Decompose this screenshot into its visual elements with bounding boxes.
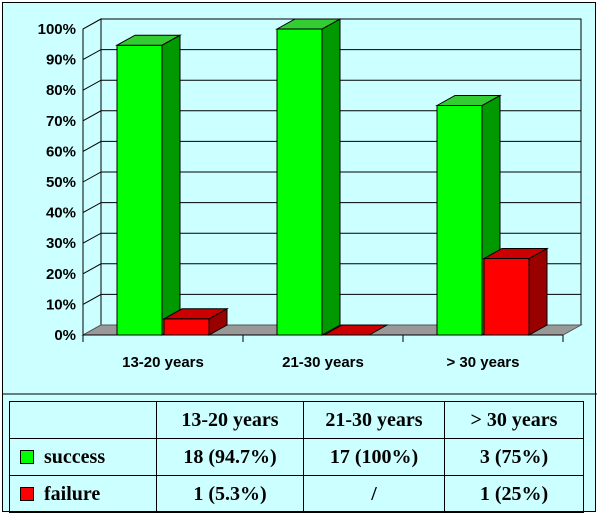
- table-cell: 3 (75%): [444, 438, 584, 476]
- y-tick-label: 70%: [46, 113, 76, 130]
- table-corner-cell: [9, 401, 157, 439]
- x-tick-label: > 30 years: [447, 354, 520, 371]
- table-cell: 1 (25%): [444, 475, 584, 513]
- success-bar-side: [161, 34, 181, 336]
- success-bar-top: [275, 18, 342, 30]
- success-bar-top: [435, 95, 502, 106]
- gridline: [82, 18, 581, 30]
- success-bar-front: [116, 44, 163, 336]
- table-header-cell: 21-30 years: [303, 401, 445, 439]
- table-row-failure: failure 1 (5.3%) / 1 (25%): [9, 475, 584, 513]
- failure-bar-side: [528, 247, 548, 336]
- success-label: success: [44, 445, 106, 468]
- y-tick-label: 0%: [54, 327, 76, 344]
- failure-bar-top: [322, 324, 389, 336]
- gridline: [82, 79, 581, 91]
- table-cell: 18 (94.7%): [156, 438, 304, 476]
- table-cell: /: [303, 475, 445, 513]
- gridline: [82, 49, 581, 61]
- table-header-cell: > 30 years: [444, 401, 584, 439]
- table-row-success: success 18 (94.7%) 17 (100%) 3 (75%): [9, 438, 584, 476]
- row-label-success: success: [9, 438, 157, 476]
- table-cell: 1 (5.3%): [156, 475, 304, 513]
- table-header-cell: 13-20 years: [156, 401, 304, 439]
- gridline: [82, 140, 581, 152]
- success-legend-swatch: [20, 449, 34, 464]
- row-label-failure: failure: [9, 475, 157, 513]
- gridline: [82, 232, 581, 244]
- failure-bar-front: [483, 258, 530, 336]
- y-tick-label: 50%: [46, 174, 76, 191]
- failure-bar-front: [163, 318, 210, 336]
- data-table: 13-20 years 21-30 years > 30 years succe…: [9, 401, 584, 513]
- gridline: [82, 293, 581, 305]
- y-tick-label: 30%: [46, 235, 76, 252]
- success-bar-side: [321, 18, 341, 336]
- gridline: [82, 202, 581, 214]
- table-cell: 17 (100%): [303, 438, 445, 476]
- x-tick-label: 13-20 years: [122, 354, 204, 371]
- y-tick-label: 40%: [46, 205, 76, 222]
- y-tick-label: 10%: [46, 296, 76, 313]
- y-tick-label: 80%: [46, 82, 76, 99]
- y-tick-label: 100%: [38, 21, 76, 38]
- y-tick-label: 20%: [46, 266, 76, 283]
- success-bar-top: [115, 34, 182, 46]
- table-header-row: 13-20 years 21-30 years > 30 years: [9, 401, 584, 439]
- gridline: [82, 110, 581, 122]
- failure-bar-top: [482, 248, 549, 259]
- failure-label: failure: [44, 482, 101, 505]
- failure-bar-top: [162, 308, 229, 320]
- gridline: [82, 171, 581, 183]
- x-tick-label: 21-30 years: [282, 354, 364, 371]
- failure-legend-swatch: [20, 486, 34, 501]
- bar-chart: 0% 10% 20% 30% 40% 50% 60% 70% 80% 90% 100% 13-20 y…: [3, 18, 597, 395]
- gridline: [82, 263, 581, 275]
- y-tick-label: 60%: [46, 143, 76, 160]
- success-bar-front: [436, 105, 483, 336]
- y-tick-label: 90%: [46, 52, 76, 69]
- success-bar-front: [276, 28, 323, 336]
